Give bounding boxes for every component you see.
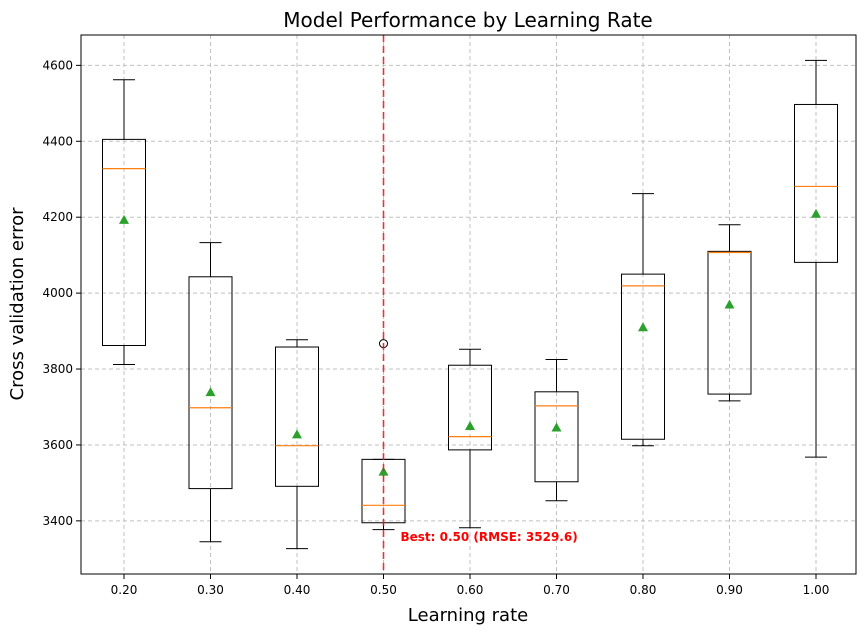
mean-marker bbox=[638, 322, 648, 332]
y-tick-label: 4000 bbox=[42, 286, 73, 300]
y-tick-label: 4400 bbox=[42, 134, 73, 148]
boxes-layer bbox=[102, 59, 838, 550]
y-tick-label: 3600 bbox=[42, 438, 73, 452]
mean-marker bbox=[551, 422, 562, 432]
y-axis-title: Cross validation error bbox=[7, 207, 28, 401]
box-iqr bbox=[102, 138, 146, 346]
box-group bbox=[707, 224, 752, 402]
x-tick-label: 0.60 bbox=[457, 583, 484, 597]
y-tick-label: 4600 bbox=[42, 58, 73, 72]
mean-marker bbox=[378, 466, 389, 476]
chart-title: Model Performance by Learning Rate bbox=[283, 8, 652, 32]
x-tick-label: 0.30 bbox=[197, 583, 224, 597]
box-group bbox=[102, 79, 146, 365]
plot-frame bbox=[80, 34, 857, 575]
y-tick-label: 4200 bbox=[42, 210, 73, 224]
box-iqr bbox=[275, 346, 319, 487]
x-tick-label: 0.20 bbox=[111, 583, 138, 597]
ticks-layer: 3400 3600 3800 4000 4200 4400 4600 0.20 0.30 0.40… bbox=[42, 58, 829, 597]
x-tick-label: 0.50 bbox=[370, 583, 397, 597]
x-axis-title: Learning rate bbox=[408, 605, 528, 626]
box-iqr bbox=[448, 364, 492, 451]
box-group bbox=[794, 59, 838, 458]
box-group bbox=[188, 242, 233, 543]
box-iqr bbox=[188, 276, 233, 490]
mean-marker bbox=[205, 387, 216, 397]
x-tick-label: 1.00 bbox=[803, 583, 830, 597]
box-group bbox=[534, 359, 579, 502]
mean-marker bbox=[811, 208, 821, 218]
box-iqr bbox=[621, 273, 665, 440]
mean-marker bbox=[119, 214, 129, 224]
mean-marker bbox=[724, 299, 735, 309]
box-iqr bbox=[707, 250, 752, 395]
box-group bbox=[275, 339, 319, 550]
y-tick-label: 3800 bbox=[42, 362, 73, 376]
mean-marker bbox=[465, 420, 475, 430]
box-group bbox=[448, 348, 492, 529]
x-tick-label: 0.70 bbox=[543, 583, 570, 597]
best-annotation: Best: 0.50 (RMSE: 3529.6) bbox=[401, 530, 578, 544]
x-tick-label: 0.80 bbox=[630, 583, 657, 597]
x-tick-label: 0.90 bbox=[716, 583, 743, 597]
box-group bbox=[621, 193, 665, 447]
box-iqr bbox=[794, 103, 838, 263]
mean-marker bbox=[292, 429, 302, 439]
x-tick-label: 0.40 bbox=[284, 583, 311, 597]
box-iqr bbox=[534, 391, 579, 483]
y-tick-label: 3400 bbox=[42, 514, 73, 528]
best-layer: Best: 0.50 (RMSE: 3529.6) bbox=[382, 35, 578, 574]
